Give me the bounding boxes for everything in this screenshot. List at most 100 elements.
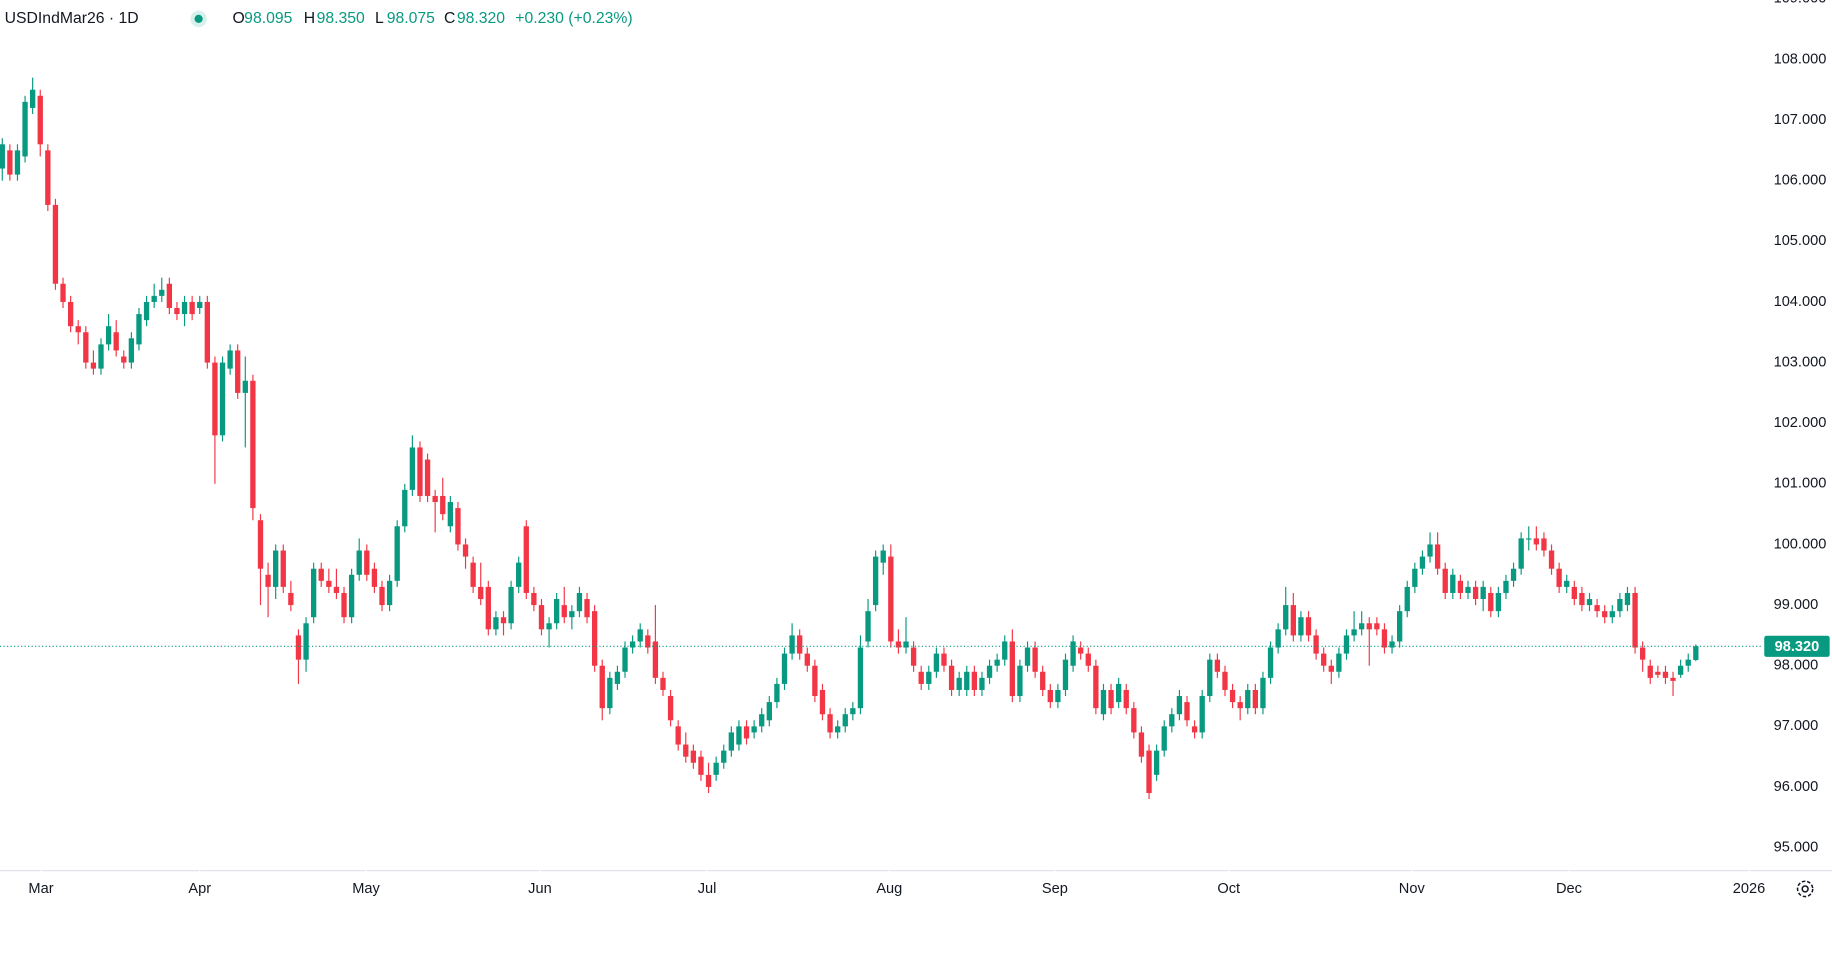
candle-body: [1602, 611, 1608, 618]
candle-body: [105, 326, 112, 345]
candle-body: [1564, 580, 1570, 587]
candle-body: [470, 562, 476, 587]
candle-body: [531, 592, 537, 606]
candle-body: [736, 726, 742, 745]
y-tick-label: 97.000: [1774, 718, 1819, 734]
candle-body: [1419, 556, 1426, 569]
candle-body: [136, 314, 142, 345]
candle-body: [842, 714, 848, 727]
candle-body: [1017, 665, 1023, 697]
candle-body: [1693, 646, 1699, 660]
candle-body: [1472, 586, 1479, 600]
x-tick-label: 2026: [1733, 881, 1765, 897]
candle-body: [956, 677, 962, 690]
candle-body: [1191, 726, 1198, 733]
candle-body: [166, 283, 173, 309]
y-tick-label: 102.000: [1774, 415, 1827, 431]
candle-body: [698, 756, 704, 775]
candle-body: [1055, 689, 1061, 703]
candle-body: [303, 623, 309, 660]
candle-body: [75, 326, 81, 333]
candle-body: [523, 526, 529, 593]
candle-body: [197, 301, 203, 309]
x-tick-label: Mar: [28, 881, 53, 897]
candle-body: [409, 447, 416, 490]
candle-body: [1328, 665, 1334, 672]
candle-body: [181, 301, 188, 315]
candle-body: [67, 301, 74, 327]
candle-body: [83, 332, 89, 363]
candle-body: [979, 677, 985, 690]
y-tick-label: 101.000: [1774, 476, 1827, 492]
candle-body: [1609, 611, 1615, 618]
y-tick-label: 100.000: [1774, 536, 1827, 552]
candle-body: [1062, 659, 1069, 690]
candle-body: [1488, 592, 1494, 612]
candle-body: [1480, 586, 1486, 600]
candle-body: [645, 635, 651, 648]
candle-body: [1404, 586, 1410, 612]
x-tick-label: Oct: [1217, 881, 1240, 897]
candle-body: [1579, 592, 1585, 606]
candle-body: [1556, 568, 1562, 587]
status-dot: [194, 14, 203, 23]
candle-body: [1267, 647, 1274, 678]
candle-body: [348, 574, 355, 618]
x-tick-label: Jul: [698, 881, 717, 897]
candle-body: [379, 586, 385, 606]
high-value: 98.350: [317, 10, 365, 27]
close-label: C: [444, 10, 455, 27]
candle-body: [1359, 623, 1365, 630]
candle-body: [1647, 665, 1653, 678]
candle-body: [835, 726, 841, 733]
candle-body: [1533, 538, 1540, 545]
y-tick-label: 104.000: [1774, 294, 1827, 310]
candle-body: [827, 714, 833, 733]
candle-body: [850, 708, 856, 715]
candle-body: [508, 586, 514, 624]
candle-body: [1412, 568, 1418, 587]
candle-body: [766, 702, 772, 721]
candle-body: [432, 495, 438, 503]
candle-body: [576, 592, 583, 612]
candle-body: [1237, 702, 1243, 709]
candle-body: [174, 308, 180, 315]
settings-icon[interactable]: [1796, 880, 1814, 898]
candle-body: [341, 592, 347, 618]
candle-body: [1108, 689, 1114, 709]
candle-body: [212, 362, 218, 436]
candle-body: [242, 380, 248, 393]
open-label: O: [233, 10, 245, 27]
symbol[interactable]: USDIndMar26 · 1D: [5, 10, 139, 27]
x-tick-label: Aug: [876, 881, 902, 897]
x-tick-label: Jun: [528, 881, 552, 897]
candle-body: [98, 344, 104, 369]
candle-body: [1457, 580, 1464, 593]
last-price-tag: [1764, 635, 1830, 657]
y-tick-label: 108.000: [1774, 51, 1827, 67]
candle-body: [143, 301, 150, 321]
candle-body: [1617, 599, 1623, 612]
y-tick-label: 99.000: [1774, 597, 1819, 613]
gear-inner: [1801, 885, 1809, 893]
candle-body: [1222, 671, 1228, 690]
candle-body: [591, 611, 598, 666]
candle-body: [1032, 647, 1038, 672]
candle-body: [819, 689, 826, 715]
candle-body: [516, 562, 522, 587]
candle-body: [1374, 623, 1380, 630]
candle-body: [1169, 714, 1175, 727]
legend-bar[interactable]: USDIndMar26 · 1D O 98.095 H 98.350 L 98.…: [5, 10, 633, 28]
candle-body: [1662, 671, 1669, 678]
candle-body: [1586, 599, 1593, 606]
candle-body: [1427, 544, 1433, 557]
candle-body: [318, 568, 324, 581]
candle-body: [90, 362, 97, 369]
candle-body: [888, 556, 894, 642]
candle-body: [394, 526, 400, 581]
candle-body: [1396, 611, 1403, 642]
candle-body: [1214, 659, 1221, 672]
candle-body: [1624, 592, 1631, 606]
